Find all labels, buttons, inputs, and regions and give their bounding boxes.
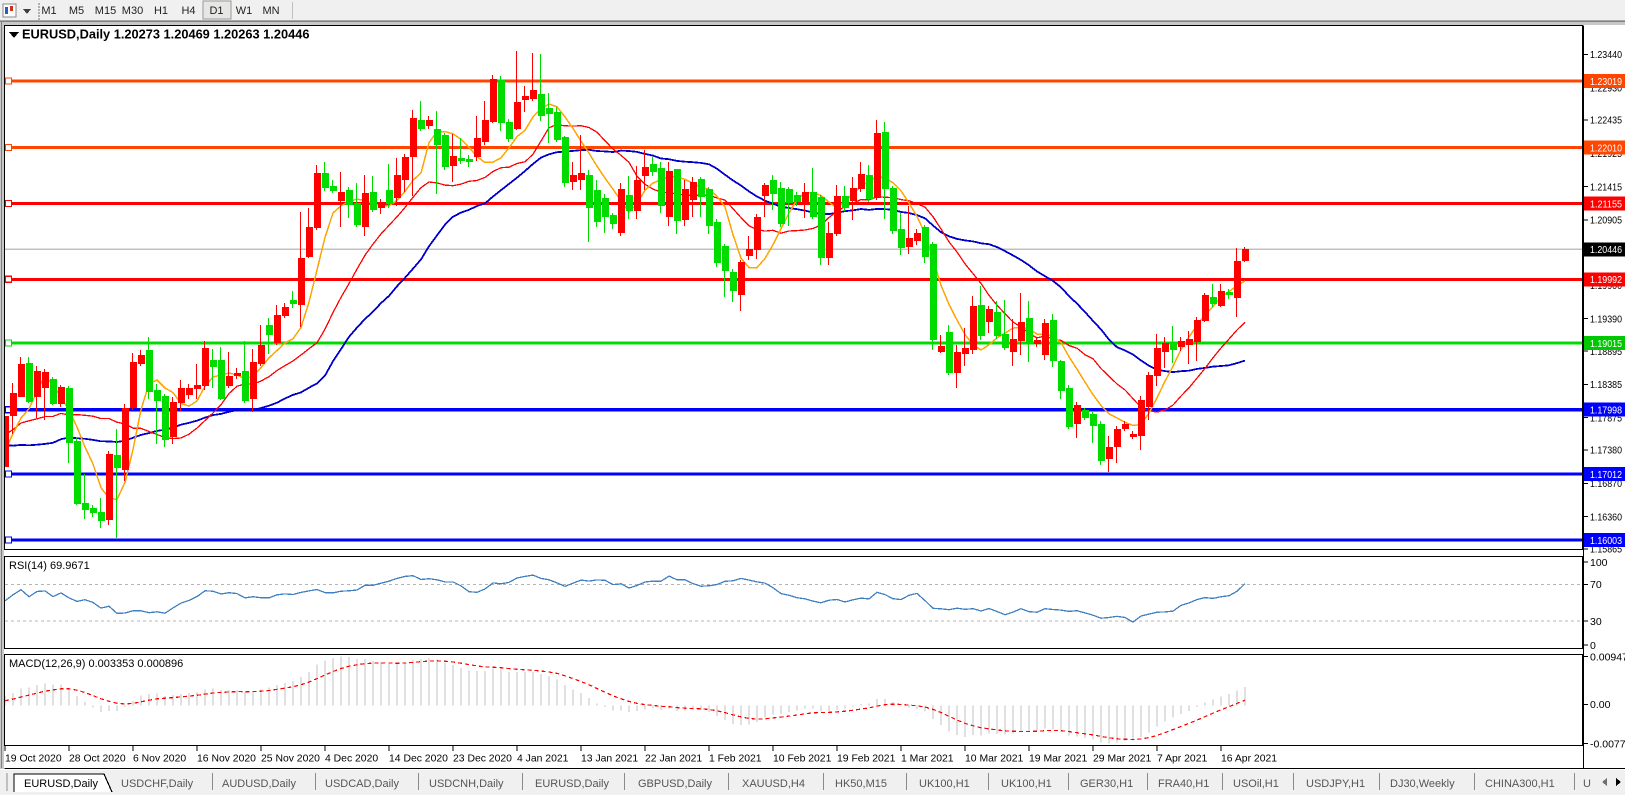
svg-text:1.19015: 1.19015 [1590,338,1622,350]
svg-text:GBPUSD,Daily: GBPUSD,Daily [638,778,712,790]
svg-text:1 Feb 2021: 1 Feb 2021 [709,754,762,765]
svg-text:1.23019: 1.23019 [1590,76,1622,88]
svg-text:1.16003: 1.16003 [1590,535,1622,547]
svg-text:M30: M30 [122,5,143,17]
svg-text:EURUSD,Daily: EURUSD,Daily [24,778,98,790]
svg-text:1.22010: 1.22010 [1590,142,1622,154]
svg-text:4 Dec 2020: 4 Dec 2020 [325,754,378,765]
svg-text:6 Nov 2020: 6 Nov 2020 [133,754,186,765]
svg-text:10 Feb 2021: 10 Feb 2021 [773,754,832,765]
svg-text:USDCNH,Daily: USDCNH,Daily [429,778,504,790]
svg-text:FRA40,H1: FRA40,H1 [1158,778,1209,790]
svg-text:16 Apr 2021: 16 Apr 2021 [1221,754,1277,765]
svg-text:EURUSD,Daily: EURUSD,Daily [535,778,609,790]
svg-text:DJ30,Weekly: DJ30,Weekly [1390,778,1455,790]
svg-text:UK100,H1: UK100,H1 [1001,778,1052,790]
svg-text:1 Mar 2021: 1 Mar 2021 [901,754,954,765]
svg-text:HK50,M15: HK50,M15 [835,778,887,790]
svg-text:22 Jan 2021: 22 Jan 2021 [645,754,702,765]
svg-text:MN: MN [262,5,279,17]
svg-text:1.20446: 1.20446 [1590,244,1622,256]
svg-text:0: 0 [1590,640,1596,652]
svg-text:U: U [1583,778,1591,790]
svg-text:29 Mar 2021: 29 Mar 2021 [1093,754,1152,765]
svg-text:25 Nov 2020: 25 Nov 2020 [261,754,320,765]
svg-text:1.19390: 1.19390 [1590,314,1622,326]
svg-text:USDJPY,H1: USDJPY,H1 [1306,778,1365,790]
svg-text:MACD(12,26,9) 0.003353 0.00089: MACD(12,26,9) 0.003353 0.000896 [9,658,183,670]
svg-text:1.17012: 1.17012 [1590,469,1622,481]
svg-text:XAUUSD,H4: XAUUSD,H4 [742,778,805,790]
svg-text:W1: W1 [236,5,253,17]
svg-text:30: 30 [1590,616,1602,628]
svg-text:M1: M1 [41,5,56,17]
svg-text:USDCAD,Daily: USDCAD,Daily [325,778,399,790]
svg-text:19 Feb 2021: 19 Feb 2021 [837,754,896,765]
svg-text:13 Jan 2021: 13 Jan 2021 [581,754,638,765]
svg-text:1.21415: 1.21415 [1590,181,1622,193]
svg-text:GER30,H1: GER30,H1 [1080,778,1133,790]
svg-text:19 Mar 2021: 19 Mar 2021 [1029,754,1088,765]
svg-text:RSI(14) 69.9671: RSI(14) 69.9671 [9,560,90,572]
svg-text:1.16360: 1.16360 [1590,511,1622,523]
svg-text:16 Nov 2020: 16 Nov 2020 [197,754,256,765]
svg-text:0.009478: 0.009478 [1590,651,1625,663]
svg-text:AUDUSD,Daily: AUDUSD,Daily [222,778,296,790]
svg-text:0.00: 0.00 [1590,699,1611,711]
svg-text:H4: H4 [181,5,195,17]
svg-text:19 Oct 2020: 19 Oct 2020 [5,754,62,765]
svg-text:1.23440: 1.23440 [1590,49,1622,61]
svg-text:1.18385: 1.18385 [1590,379,1622,391]
svg-text:10 Mar 2021: 10 Mar 2021 [965,754,1024,765]
svg-text:1.19992: 1.19992 [1590,274,1622,286]
svg-text:1.21155: 1.21155 [1590,198,1622,210]
svg-text:1.17998: 1.17998 [1590,404,1622,416]
svg-text:M15: M15 [95,5,116,17]
svg-text:23 Dec 2020: 23 Dec 2020 [453,754,512,765]
svg-text:USOil,H1: USOil,H1 [1233,778,1279,790]
svg-text:-0.007778: -0.007778 [1590,738,1625,750]
svg-text:14 Dec 2020: 14 Dec 2020 [389,754,448,765]
svg-text:1.22435: 1.22435 [1590,115,1622,127]
svg-text:7 Apr 2021: 7 Apr 2021 [1157,754,1207,765]
svg-text:H1: H1 [154,5,168,17]
svg-text:CHINA300,H1: CHINA300,H1 [1485,778,1555,790]
svg-text:1.17380: 1.17380 [1590,445,1622,457]
svg-text:100: 100 [1590,557,1608,569]
svg-text:M5: M5 [69,5,84,17]
svg-text:EURUSD,Daily 1.20273 1.20469: EURUSD,Daily 1.20273 1.20469 1.20263 1.2… [22,27,309,42]
svg-text:1.16870: 1.16870 [1590,478,1622,490]
svg-text:4 Jan 2021: 4 Jan 2021 [517,754,569,765]
svg-text:UK100,H1: UK100,H1 [919,778,970,790]
svg-text:D1: D1 [209,5,223,17]
svg-text:28 Oct 2020: 28 Oct 2020 [69,754,126,765]
svg-text:70: 70 [1590,579,1602,591]
svg-text:1.20905: 1.20905 [1590,215,1622,227]
svg-text:USDCHF,Daily: USDCHF,Daily [121,778,194,790]
